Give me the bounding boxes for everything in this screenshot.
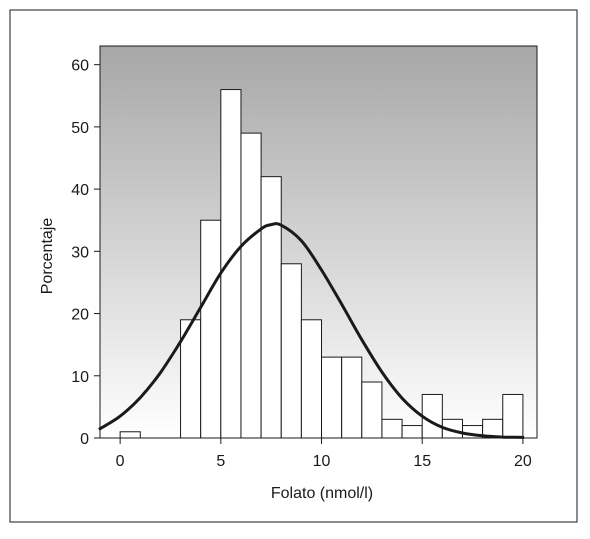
histogram-bar [381,418,403,439]
y-tick-label: 20 [71,307,89,324]
histogram-bar [200,219,222,439]
histogram-bar [361,381,383,439]
histogram-bar [119,431,141,439]
y-axis-label: Porcentaje [39,218,56,295]
x-tick-label: 20 [514,453,532,470]
histogram-bar [502,393,524,439]
y-tick-label: 10 [71,369,89,386]
x-axis-label: Folato (nmol/l) [271,485,373,502]
histogram-bar [300,319,323,439]
x-tick-label: 5 [216,453,225,470]
histogram-bar [240,132,262,439]
y-tick-label: 30 [71,244,89,261]
y-tick-label: 60 [71,58,89,75]
histogram-bar [401,425,423,439]
histogram-bar [421,393,443,439]
x-tick-label: 15 [413,453,431,470]
histogram-bar [341,356,363,439]
histogram-bar [321,356,343,439]
histogram-bar [280,263,302,439]
normal-curve [98,222,525,439]
normal-curve-line [98,222,525,439]
histogram-bars [119,89,524,439]
y-axis-ticks: 0 10 20 30 40 50 60 [71,58,100,448]
histogram-bar [220,89,242,439]
y-tick-label: 0 [80,431,89,448]
y-tick-label: 50 [71,120,89,137]
x-tick-label: 0 [116,453,125,470]
histogram-bar [260,176,282,439]
x-tick-label: 10 [313,453,331,470]
x-axis-ticks: 0 5 10 15 20 [116,438,532,470]
y-tick-label: 40 [71,182,89,199]
